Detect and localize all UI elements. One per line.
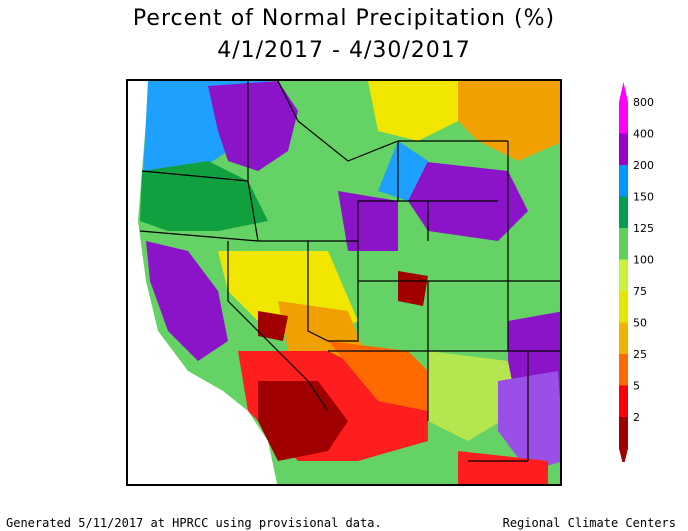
precipitation-map [126,79,562,486]
region-idaho-purple [208,81,298,171]
legend-swatch [619,259,628,291]
legend-swatch [619,354,628,386]
legend-top-arrow [619,82,628,102]
legend-label: 125 [633,222,654,235]
legend-label: 75 [633,285,647,298]
legend-label: 400 [633,128,654,141]
region-newmexico-yellow [428,351,518,441]
region-southwest-darkred [258,381,348,461]
region-arizona-orange [328,341,438,411]
legend-label: 2 [633,411,640,424]
pacific-ocean [128,81,278,484]
legend-swatch [619,417,628,449]
region-oregon-green [140,161,268,231]
legend-label: 150 [633,191,654,204]
legend-swatch [619,133,628,165]
region-california-purple [146,241,228,361]
region-utah-darkred-spot [398,271,428,306]
legend-swatch [619,228,628,260]
legend-swatch [619,196,628,228]
legend-label: 800 [633,96,654,109]
legend-color-bar: 800 400 200 150 125 100 75 50 25 5 2 [619,82,654,462]
state-boundaries [139,81,560,462]
legend-label: 5 [633,380,640,393]
generated-note: Generated 5/11/2017 at HPRCC using provi… [6,516,382,530]
legend-swatch [619,291,628,323]
legend-swatch [619,322,628,354]
source-credit: Regional Climate Centers [502,516,676,530]
legend-label: 100 [633,254,654,267]
legend-swatch [619,102,628,134]
region-southeast-red [458,451,548,484]
legend-swatch [619,385,628,417]
color-legend: 800 400 200 150 125 100 75 50 25 5 2 [619,82,654,462]
legend-swatch [619,165,628,197]
legend-label: 200 [633,159,654,172]
legend-bottom-arrow [619,448,628,462]
map-subtitle: 4/1/2017 - 4/30/2017 [217,38,471,63]
region-california-darkred-spot [258,311,288,341]
map-title: Percent of Normal Precipitation (%) [132,6,556,31]
legend-label: 50 [633,317,647,330]
region-texas-purple [498,371,560,471]
region-wyoming-blue [378,141,428,201]
region-utah-purple [338,191,398,251]
region-montana-yellow [368,81,458,141]
legend-label: 25 [633,348,647,361]
